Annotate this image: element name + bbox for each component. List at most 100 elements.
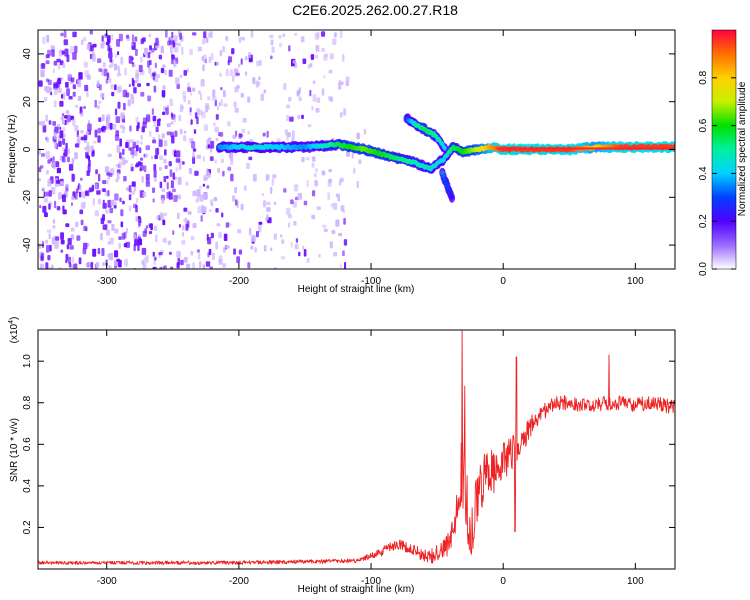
noise-speckle — [51, 237, 55, 245]
noise-speckle — [51, 186, 56, 195]
noise-speckle — [105, 209, 109, 214]
noise-speckle — [42, 125, 47, 133]
noise-speckle — [302, 58, 307, 64]
noise-speckle — [70, 234, 75, 240]
noise-speckle — [57, 78, 62, 85]
noise-speckle — [118, 161, 122, 169]
noise-speckle — [301, 114, 304, 119]
noise-speckle — [47, 159, 51, 164]
noise-speckle — [98, 68, 103, 72]
noise-speckle — [60, 181, 64, 186]
noise-speckle — [207, 172, 211, 178]
noise-speckle — [38, 80, 43, 87]
noise-speckle — [46, 170, 49, 175]
noise-speckle — [140, 269, 142, 276]
noise-speckle — [67, 238, 72, 246]
noise-speckle — [161, 198, 165, 204]
noise-speckle — [59, 130, 64, 139]
noise-speckle — [205, 105, 208, 113]
noise-speckle — [116, 39, 120, 47]
noise-speckle — [270, 55, 273, 60]
noise-speckle — [187, 87, 191, 92]
noise-speckle — [92, 198, 95, 206]
noise-speckle — [102, 224, 108, 230]
noise-speckle — [38, 178, 41, 182]
noise-speckle — [138, 64, 143, 73]
noise-speckle — [248, 156, 253, 161]
noise-speckle — [162, 64, 166, 68]
noise-speckle — [152, 187, 156, 193]
spectrogram-x-tick-label: -200 — [229, 276, 249, 287]
noise-speckle — [198, 90, 201, 95]
noise-speckle — [314, 179, 318, 187]
noise-speckle — [96, 105, 100, 110]
noise-speckle — [283, 188, 287, 193]
noise-speckle — [250, 30, 254, 38]
noise-speckle — [54, 183, 59, 187]
noise-speckle — [290, 241, 293, 248]
noise-speckle — [38, 243, 42, 249]
noise-speckle — [302, 245, 305, 250]
noise-speckle — [176, 194, 182, 200]
noise-speckle — [48, 233, 51, 240]
noise-speckle — [154, 256, 157, 261]
noise-speckle — [241, 37, 246, 41]
noise-speckle — [42, 36, 46, 45]
noise-speckle — [139, 147, 142, 154]
noise-speckle — [250, 245, 254, 250]
noise-speckle — [48, 190, 52, 197]
noise-speckle — [112, 124, 117, 130]
noise-speckle — [183, 70, 188, 76]
noise-speckle — [179, 104, 184, 113]
noise-speckle — [117, 101, 121, 109]
noise-speckle — [81, 191, 86, 199]
noise-speckle — [203, 124, 208, 131]
noise-speckle — [218, 232, 222, 239]
noise-speckle — [108, 52, 113, 59]
lower-branch-cell — [447, 190, 452, 195]
noise-speckle — [102, 202, 107, 209]
snr-y-axis: 0.2 0.4 0.6 0.8 1.0 — [22, 354, 675, 534]
noise-speckle — [170, 180, 174, 189]
noise-speckle — [51, 162, 54, 166]
noise-speckle — [166, 175, 169, 179]
noise-speckle — [175, 158, 181, 163]
noise-speckle — [96, 190, 101, 195]
noise-speckle — [177, 257, 181, 266]
noise-speckle — [111, 34, 114, 41]
noise-speckle — [74, 192, 78, 200]
noise-speckle — [140, 161, 143, 166]
noise-speckle — [196, 249, 200, 253]
noise-speckle — [108, 265, 112, 269]
snr-y-axis-label: SNR (10 * v/v) — [9, 418, 20, 482]
noise-speckle — [230, 158, 234, 165]
noise-speckle — [331, 229, 336, 235]
noise-speckle — [196, 116, 199, 125]
noise-speckle — [171, 135, 175, 144]
noise-speckle — [107, 241, 111, 245]
noise-speckle — [97, 248, 101, 255]
noise-speckle — [84, 84, 89, 92]
noise-speckle — [95, 183, 98, 190]
noise-speckle — [129, 125, 132, 132]
noise-speckle — [117, 51, 120, 56]
noise-speckle — [62, 127, 66, 132]
noise-speckle — [85, 191, 88, 195]
noise-speckle — [150, 155, 154, 160]
noise-speckle — [183, 256, 188, 263]
noise-speckle — [60, 249, 64, 253]
colorbar-label: Normalized spectral amplitude — [737, 81, 748, 216]
noise-speckle — [332, 202, 338, 210]
noise-speckle — [127, 99, 131, 107]
noise-speckle — [164, 212, 168, 216]
noise-speckle — [303, 200, 308, 206]
noise-speckle — [293, 184, 299, 192]
noise-speckle — [176, 250, 181, 258]
noise-speckle — [79, 209, 84, 215]
noise-speckle — [152, 115, 157, 122]
noise-speckle — [165, 30, 168, 38]
noise-speckle — [343, 218, 346, 225]
noise-speckle — [39, 263, 44, 269]
noise-speckle — [172, 172, 175, 180]
noise-speckle — [147, 51, 151, 59]
